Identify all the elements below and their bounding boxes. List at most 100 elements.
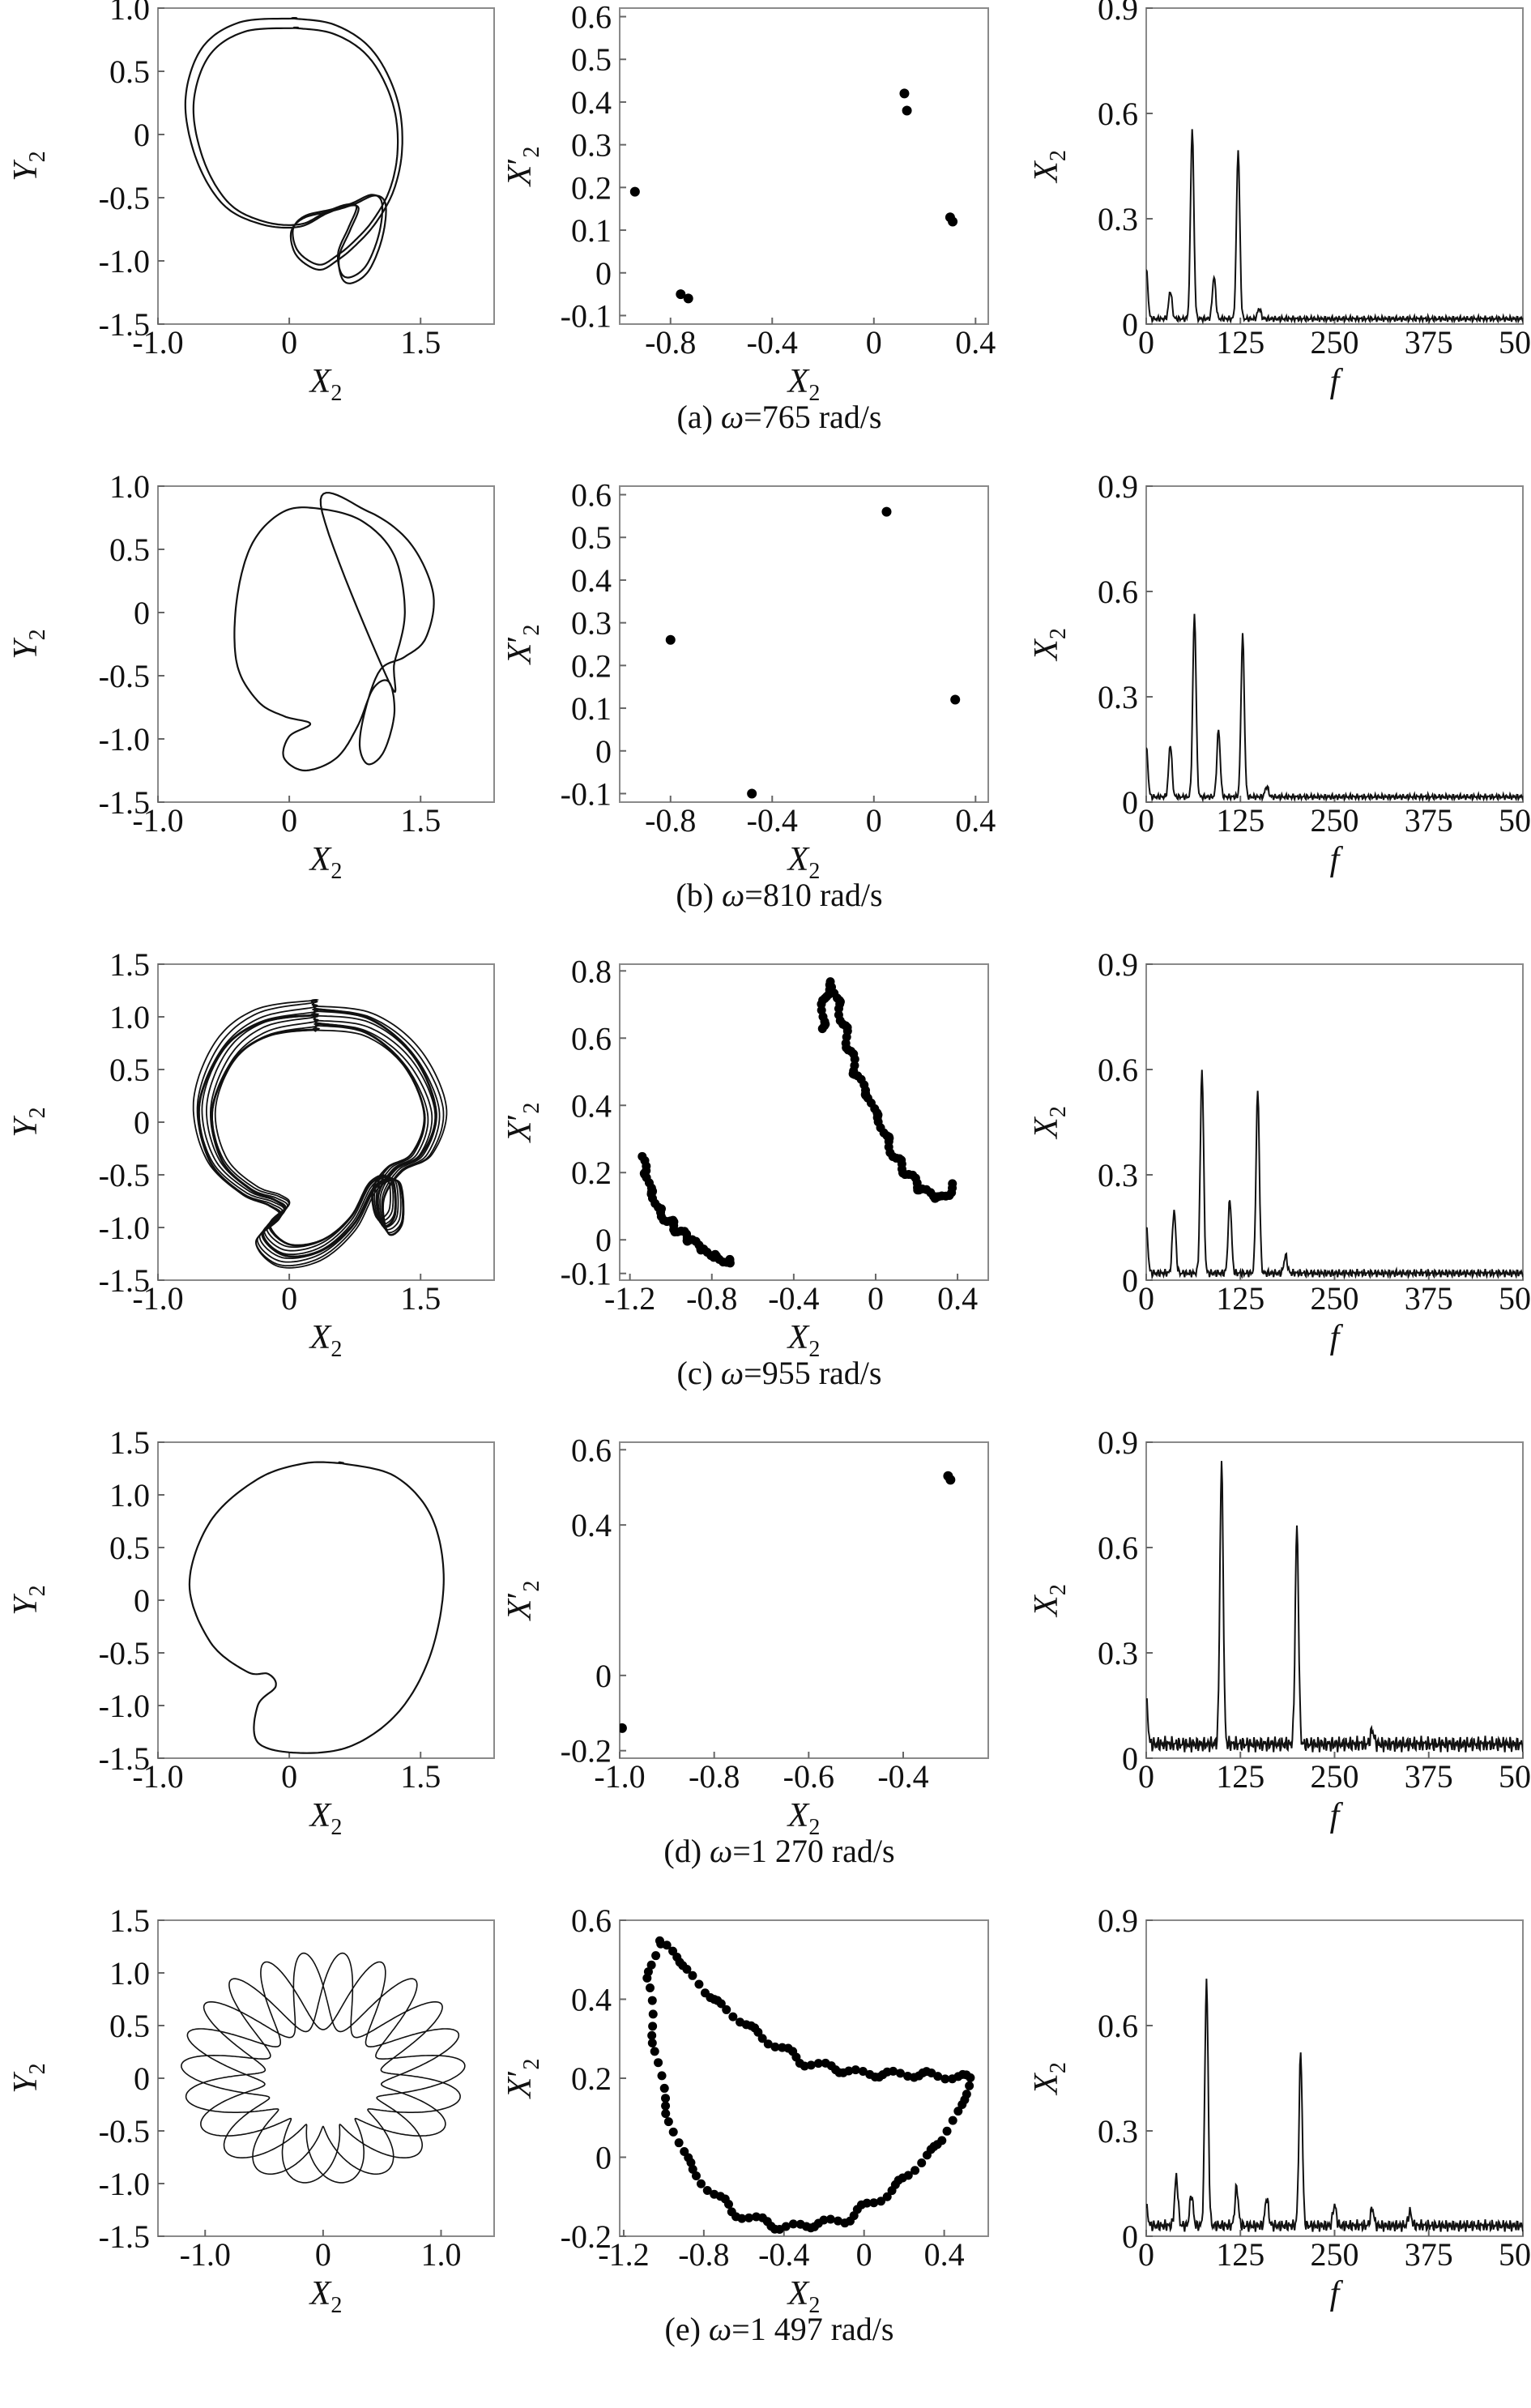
- trajectory-loop: [196, 1000, 445, 1266]
- trajectory-loop: [192, 999, 448, 1269]
- poincare-point: [825, 2214, 835, 2224]
- y-axis-label: X′2: [501, 625, 544, 666]
- x-tick-label: 125: [1216, 2236, 1264, 2273]
- subfigure-caption: (c) ω=955 rad/s: [677, 1355, 882, 1391]
- x-tick-label: 0: [866, 324, 882, 361]
- poincare-point: [688, 1970, 697, 1980]
- trajectory-loop: [198, 1007, 437, 1259]
- y-tick-label: 0: [134, 2060, 150, 2097]
- y-tick-label: 0.1: [571, 212, 612, 249]
- plot-frame: [619, 7, 989, 325]
- y-tick-label: -1.5: [99, 306, 150, 343]
- poincare-point: [661, 2101, 671, 2111]
- y-tick-label: 0.8: [571, 953, 612, 989]
- poincare-point: [833, 2216, 842, 2226]
- y-tick-label: 0.6: [571, 1902, 612, 1939]
- x-tick-label: 375: [1405, 324, 1453, 361]
- poincare-point: [696, 2179, 706, 2188]
- y-tick-label: 0.5: [571, 519, 612, 556]
- subfigure-caption: (a) ω=765 rad/s: [677, 399, 882, 435]
- x-tick-label: 1.5: [400, 802, 441, 839]
- trajectory-loop: [198, 1004, 441, 1263]
- y-tick-label: -1.0: [99, 243, 150, 280]
- x-tick-label: -0.8: [686, 1280, 737, 1317]
- plot-frame: [157, 485, 495, 803]
- x-tick-label: -1.2: [604, 1280, 655, 1317]
- plot-data: [233, 492, 435, 772]
- y-tick-label: 1.0: [109, 999, 150, 1035]
- y-axis-label: X′2: [501, 2059, 544, 2100]
- x-tick-label: 375: [1405, 802, 1453, 839]
- y-axis-label: X′2: [501, 147, 544, 188]
- spectrum-panel: 0.9 0.6 0.3 00 125 250 375 500 f X2: [1028, 1424, 1531, 1834]
- plot-frame: [619, 963, 989, 1281]
- x-tick-label: 0: [1138, 802, 1154, 839]
- x-axis-label: f: [1330, 363, 1344, 400]
- poincare-point: [683, 293, 693, 304]
- poincare-point: [881, 506, 892, 517]
- poincare-point: [727, 2207, 736, 2217]
- poincare-point: [899, 88, 910, 99]
- scatter-panel: 0.6 0.4 0 -0.2-1.0 -0.8 -0.6 -0.4 X2 X′2: [501, 1432, 989, 1840]
- figure-row: 1.00.50-0.5-1.0-1.5-1.0 0 1.5X2Y20.60.50.4…: [7, 0, 1531, 435]
- y-tick-label: 0.3: [1098, 1635, 1138, 1672]
- y-tick-label: 0.5: [109, 53, 150, 90]
- y-tick-label: 0: [1122, 1740, 1138, 1777]
- x-axis-label: X2: [787, 1319, 821, 1362]
- x-tick-label: 125: [1216, 1758, 1264, 1795]
- poincare-point: [694, 1979, 704, 1989]
- y-tick-label: 1.0: [109, 0, 150, 27]
- poincare-point: [744, 2213, 754, 2222]
- x-axis-label: X2: [309, 1797, 343, 1840]
- spectrum-line: [1146, 613, 1523, 802]
- spectrum-panel: 0.9 0.6 0.3 00 125 250 375 500 f X2: [1028, 468, 1531, 878]
- y-tick-label: 0.2: [571, 169, 612, 206]
- x-tick-label: -1.0: [132, 1758, 183, 1795]
- y-tick-label: 0.3: [1098, 201, 1138, 237]
- x-tick-label: 0: [1138, 1280, 1154, 1317]
- poincare-point: [770, 2042, 780, 2051]
- plot-data: [629, 88, 958, 304]
- x-tick-label: 0.4: [955, 802, 996, 839]
- poincare-point: [851, 2065, 860, 2075]
- x-tick-label: -1.0: [132, 324, 183, 361]
- x-tick-label: 0: [866, 802, 882, 839]
- poincare-point: [725, 1258, 735, 1268]
- y-axis-label: Y2: [7, 1585, 50, 1615]
- x-tick-label: 0: [281, 1758, 297, 1795]
- y-tick-label: -1.0: [99, 721, 150, 758]
- y-tick-label: 0: [595, 733, 612, 770]
- y-tick-label: 0.5: [109, 1052, 150, 1088]
- trajectory-loop: [211, 1018, 429, 1252]
- x-tick-label: -0.4: [877, 1758, 928, 1795]
- torus-panel: 1.5 1.0 0.5 0 -0.5 -1.0 -1.5 -1.0 0 1.0 X2 Y2: [7, 1902, 495, 2318]
- y-axis-label: X2: [1028, 1106, 1071, 1140]
- x-tick-label: -0.8: [689, 1758, 740, 1795]
- y-tick-label: 0.4: [571, 1087, 612, 1124]
- poincare-point: [651, 1951, 661, 1961]
- poincare-point: [953, 2107, 963, 2116]
- y-axis-label: X2: [1028, 628, 1071, 662]
- x-tick-label: 500: [1499, 324, 1531, 361]
- y-tick-label: 0.3: [1098, 1157, 1138, 1193]
- poincare-point: [753, 2027, 763, 2037]
- x-tick-label: 125: [1216, 1280, 1264, 1317]
- x-tick-label: -0.8: [645, 324, 696, 361]
- subfigure-caption: (b) ω=810 rad/s: [676, 877, 882, 913]
- y-axis-label: X2: [1028, 1584, 1071, 1618]
- plot-data: [1146, 613, 1523, 802]
- poincare-point: [645, 1983, 655, 1993]
- x-tick-label: 375: [1405, 1280, 1453, 1317]
- y-tick-label: 1.5: [109, 1902, 150, 1939]
- poincare-point: [702, 2185, 712, 2195]
- x-tick-label: 0: [1138, 1758, 1154, 1795]
- poincare-point: [682, 1964, 692, 1974]
- x-tick-label: 0: [1138, 2236, 1154, 2273]
- y-tick-label: 0.3: [1098, 679, 1138, 715]
- poincare-point: [650, 2047, 659, 2056]
- poincare-point: [966, 2073, 975, 2082]
- x-tick-label: 0: [868, 1280, 884, 1317]
- poincare-point: [656, 1939, 666, 1949]
- poincare-point: [834, 1004, 843, 1014]
